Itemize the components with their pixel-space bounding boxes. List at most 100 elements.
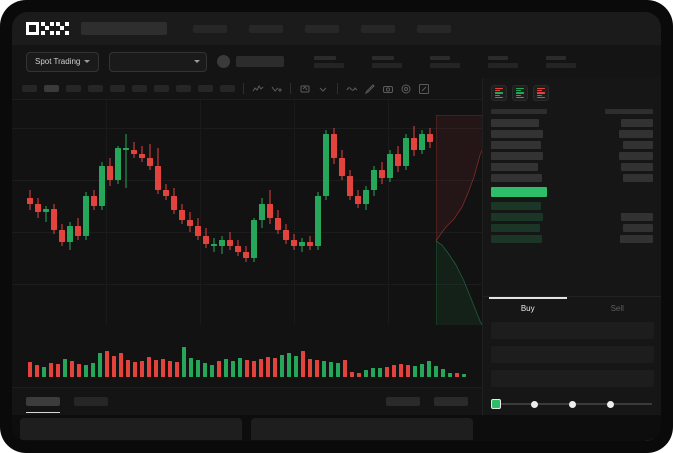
amount-input[interactable] <box>491 346 654 363</box>
okx-logo[interactable] <box>26 22 69 35</box>
orderbook-bid-row-2[interactable] <box>491 224 653 232</box>
candle-40 <box>347 100 353 325</box>
spot-trading-dropdown[interactable]: Spot Trading <box>26 51 100 72</box>
candle-body-9 <box>99 166 105 206</box>
timeframe-5m[interactable] <box>44 85 59 92</box>
orderbook-mode-asks[interactable] <box>533 85 549 101</box>
orderbook-bid-row-1[interactable] <box>491 213 653 221</box>
volume-bar-36 <box>279 355 285 377</box>
timeframe-more[interactable] <box>220 85 235 92</box>
volume-bar-49 <box>370 368 376 377</box>
timeframe-30m[interactable] <box>88 85 103 92</box>
volume-bar-3 <box>48 363 54 377</box>
candle-33 <box>291 100 297 325</box>
line-chart-icon[interactable] <box>346 83 358 95</box>
orderbook-ask-row-4[interactable] <box>491 163 653 171</box>
timeframe-list <box>22 85 235 92</box>
volume-bar-20 <box>167 361 173 377</box>
slider-marker-50[interactable] <box>569 400 576 408</box>
nav-item-list <box>193 24 451 33</box>
candle-body-30 <box>267 204 273 218</box>
orderbook-bid-row-0[interactable] <box>491 202 653 210</box>
timeframe-1m[interactable] <box>22 85 37 92</box>
nav-item-5[interactable] <box>417 24 451 33</box>
tab-open-orders[interactable] <box>26 397 60 413</box>
footer-panel-left[interactable] <box>20 418 242 440</box>
candle-body-11 <box>115 148 121 180</box>
timeframe-4h[interactable] <box>132 85 147 92</box>
volume-bar-56 <box>419 364 425 377</box>
orders-tab-bar <box>12 387 482 415</box>
chart-gridline-h-1 <box>12 180 482 181</box>
candle-body-8 <box>91 196 97 206</box>
orderbook-bid-row-3[interactable] <box>491 235 653 243</box>
slider-handle[interactable] <box>491 399 501 409</box>
slider-marker-25[interactable] <box>530 400 538 408</box>
snapshot-icon[interactable] <box>382 83 394 95</box>
volume-bar-29 <box>230 361 236 377</box>
stat-low-24h-label <box>430 55 451 60</box>
tab-buy[interactable]: Buy <box>483 297 573 320</box>
timeframe-1d[interactable] <box>154 85 169 92</box>
volume-bar-45 <box>342 360 348 377</box>
indicators-icon[interactable] <box>299 83 311 95</box>
bottom-action-2[interactable] <box>434 397 468 406</box>
volume-bar-23 <box>188 358 194 377</box>
timeframe-1mo[interactable] <box>198 85 213 92</box>
orderbook-ask-row-1[interactable] <box>491 130 653 138</box>
orderbook-ask-row-5[interactable] <box>491 174 653 182</box>
search-input[interactable] <box>81 22 167 35</box>
candlestick-chart[interactable] <box>12 100 482 325</box>
candle-body-2 <box>43 209 49 212</box>
total-input[interactable] <box>491 370 654 387</box>
volume-bar-62 <box>461 374 467 377</box>
candle-body-46 <box>395 154 401 166</box>
trading-pair-selector[interactable] <box>109 51 208 72</box>
timeframe-1h[interactable] <box>110 85 125 92</box>
orderbook-mode-line <box>537 88 545 90</box>
chart-gridline-h-3 <box>12 284 482 285</box>
volume-bar-10 <box>97 353 103 377</box>
orderbook-ask-row-0[interactable] <box>491 119 653 127</box>
drawing-tools-icon[interactable] <box>364 83 376 95</box>
orderbook-mode-both[interactable] <box>491 85 507 101</box>
chart-type-icon[interactable] <box>252 83 264 95</box>
orderbook-ask-row-2[interactable] <box>491 141 653 149</box>
nav-item-1[interactable] <box>193 24 227 33</box>
candle-body-47 <box>403 138 409 166</box>
candle-body-29 <box>259 204 265 220</box>
candle-41 <box>355 100 361 325</box>
tab-sell[interactable]: Sell <box>573 297 662 320</box>
chart-gridline-v-1 <box>200 100 201 325</box>
orderbook-ask-row-0-amount <box>621 119 653 127</box>
volume-bar-14 <box>125 360 131 377</box>
orderbook-mode-line <box>495 90 501 92</box>
nav-item-4[interactable] <box>361 24 395 33</box>
price-input[interactable] <box>491 322 654 339</box>
orderbook-mode-line <box>495 96 503 99</box>
fullscreen-icon[interactable] <box>418 83 430 95</box>
nav-item-2[interactable] <box>249 24 283 33</box>
candle-body-49 <box>419 134 425 150</box>
candle-29 <box>259 100 265 325</box>
tab-order-history[interactable] <box>74 397 108 406</box>
bottom-action-1[interactable] <box>386 397 420 406</box>
volume-bar-19 <box>160 359 166 377</box>
orderbook-mode-bids[interactable] <box>512 85 528 101</box>
chart-style-icon[interactable] <box>270 83 282 95</box>
timeframe-15m[interactable] <box>66 85 81 92</box>
footer-panel-right[interactable] <box>251 418 473 440</box>
amount-percent-slider[interactable] <box>491 397 654 411</box>
slider-marker-75[interactable] <box>607 400 615 408</box>
candle-31 <box>275 100 281 325</box>
chevron-down-icon[interactable] <box>317 83 329 95</box>
candle-0 <box>27 100 33 325</box>
candle-18 <box>171 100 177 325</box>
candle-46 <box>395 100 401 325</box>
orderbook-ask-row-3[interactable] <box>491 152 653 160</box>
nav-item-3[interactable] <box>305 24 339 33</box>
settings-gear-icon[interactable] <box>400 83 412 95</box>
candle-body-0 <box>27 198 33 204</box>
candle-body-35 <box>307 242 313 246</box>
timeframe-1w[interactable] <box>176 85 191 92</box>
